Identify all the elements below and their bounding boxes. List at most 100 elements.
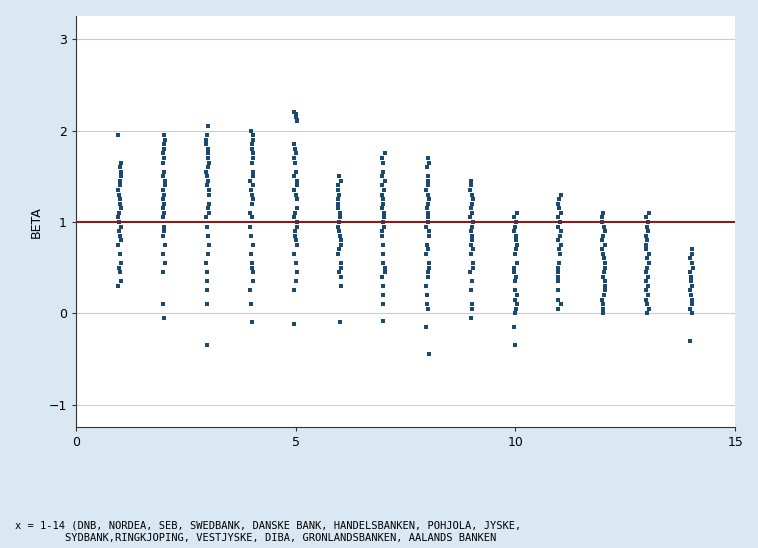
Point [421, 282, 433, 290]
Point [641, 254, 653, 263]
Point [290, 236, 302, 244]
Point [289, 145, 301, 153]
Point [641, 263, 653, 272]
Point [246, 241, 258, 249]
Point [246, 158, 258, 167]
Point [687, 259, 699, 267]
Point [552, 295, 564, 304]
Point [158, 199, 170, 208]
Point [377, 167, 389, 176]
Point [421, 199, 434, 208]
Point [421, 304, 434, 313]
Point [200, 140, 212, 149]
Point [376, 190, 388, 199]
Point [555, 190, 567, 199]
Point [422, 190, 434, 199]
Point [553, 195, 565, 203]
Point [554, 218, 566, 226]
Point [596, 213, 608, 222]
Point [421, 290, 433, 299]
Point [377, 241, 389, 249]
Point [596, 236, 608, 244]
Point [467, 259, 479, 267]
Point [553, 204, 565, 213]
Point [466, 300, 478, 309]
Point [510, 231, 522, 240]
Point [202, 176, 214, 185]
Point [552, 304, 564, 313]
Point [686, 300, 698, 309]
Point [379, 176, 391, 185]
Point [245, 231, 257, 240]
Point [113, 208, 125, 217]
Point [201, 277, 213, 286]
Point [332, 222, 344, 231]
Point [247, 181, 259, 190]
Point [640, 268, 652, 277]
Point [466, 236, 478, 244]
Point [333, 245, 345, 254]
Point [511, 300, 523, 309]
Point [509, 245, 522, 254]
Point [509, 286, 521, 295]
Point [158, 300, 170, 309]
Point [423, 350, 435, 359]
Point [290, 110, 302, 118]
Point [288, 320, 300, 329]
Point [245, 186, 257, 195]
Point [376, 172, 388, 181]
Point [422, 208, 434, 217]
Point [158, 227, 171, 236]
Point [203, 208, 215, 217]
Point [112, 213, 124, 222]
Point [552, 199, 564, 208]
Point [202, 341, 214, 350]
Point [465, 181, 478, 190]
Point [158, 153, 170, 162]
Point [377, 316, 389, 325]
Point [244, 208, 256, 217]
Point [159, 176, 171, 185]
Point [288, 172, 300, 181]
Point [422, 181, 434, 190]
Point [290, 195, 302, 203]
Point [420, 186, 432, 195]
Point [641, 236, 653, 244]
Point [159, 241, 171, 249]
Point [465, 204, 477, 213]
Point [202, 163, 215, 172]
Point [423, 231, 435, 240]
Point [642, 218, 654, 226]
Point [422, 213, 434, 222]
Point [420, 323, 432, 332]
Point [202, 231, 214, 240]
Point [511, 241, 523, 249]
Point [596, 245, 608, 254]
Point [508, 263, 520, 272]
Point [288, 213, 300, 222]
Point [203, 190, 215, 199]
Point [377, 213, 390, 222]
Point [114, 249, 126, 258]
Point [158, 259, 171, 267]
Point [421, 204, 433, 213]
Point [641, 300, 653, 309]
Point [686, 249, 698, 258]
Point [508, 213, 520, 222]
Point [333, 172, 345, 181]
Point [597, 254, 609, 263]
Point [640, 295, 652, 304]
Point [200, 259, 212, 267]
Point [115, 222, 127, 231]
Point [114, 268, 126, 277]
Text: x = 1-14 (DNB, NORDEA, SEB, SWEDBANK, DANSKE BANK, HANDELSBANKEN, POHJOLA, JYSKE: x = 1-14 (DNB, NORDEA, SEB, SWEDBANK, DA… [15, 521, 522, 543]
Point [378, 186, 390, 195]
Point [334, 272, 346, 281]
Point [685, 272, 697, 281]
Point [291, 181, 303, 190]
Point [114, 231, 126, 240]
Point [379, 149, 391, 158]
Point [641, 213, 653, 222]
Point [423, 195, 435, 203]
Point [597, 272, 609, 281]
